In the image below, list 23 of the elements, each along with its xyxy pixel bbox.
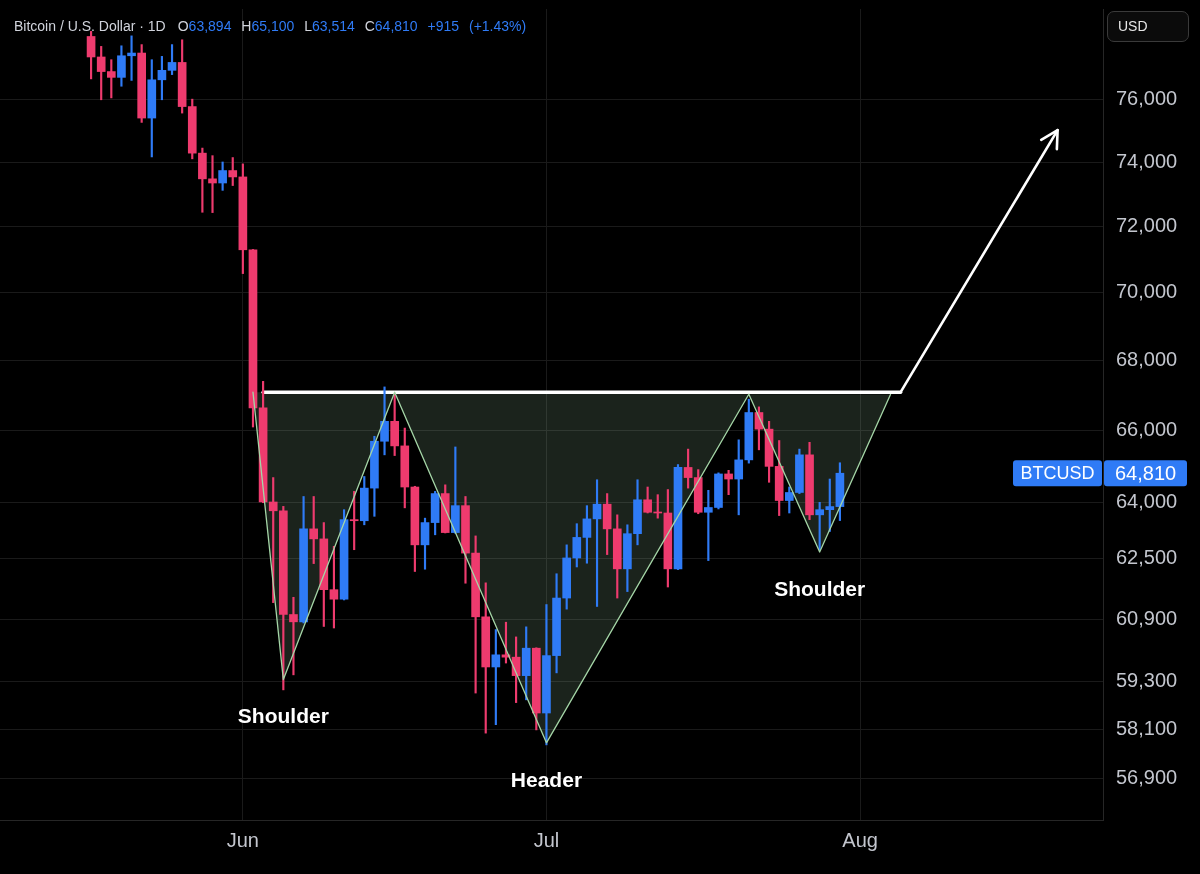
y-tick-label: 74,000 — [1116, 149, 1178, 172]
y-tick-label: 58,100 — [1116, 717, 1178, 740]
y-tick-label: 56,900 — [1116, 765, 1178, 788]
y-tick-label: 66,000 — [1116, 418, 1178, 441]
x-tick-label: Aug — [842, 828, 878, 851]
annotation: BTCUSD — [1020, 463, 1095, 484]
y-tick-label: 72,000 — [1116, 214, 1178, 237]
y-tick-label: 60,900 — [1116, 606, 1178, 629]
annotation: Header — [510, 767, 583, 791]
y-tick-label: 62,500 — [1116, 545, 1178, 568]
x-tick-label: Jun — [226, 828, 259, 851]
y-tick-label: 64,000 — [1116, 490, 1178, 513]
annotation: Shoulder — [774, 576, 866, 600]
x-tick-label: Jul — [533, 828, 560, 851]
y-tick-label: 68,000 — [1116, 348, 1178, 371]
text: O63,894 H65,100 L63,514 C64,810 +915 (+1.43%) — [177, 18, 527, 34]
y-tick-label: 76,000 — [1116, 87, 1178, 110]
text: 64,810 — [1115, 461, 1177, 484]
y-tick-label: 70,000 — [1116, 280, 1178, 303]
y-tick-label: 59,300 — [1116, 669, 1178, 692]
annotation: Shoulder — [237, 704, 329, 728]
text: Bitcoin / U.S. Dollar · 1D — [14, 18, 166, 34]
y-axis-title: USD — [1107, 11, 1189, 42]
